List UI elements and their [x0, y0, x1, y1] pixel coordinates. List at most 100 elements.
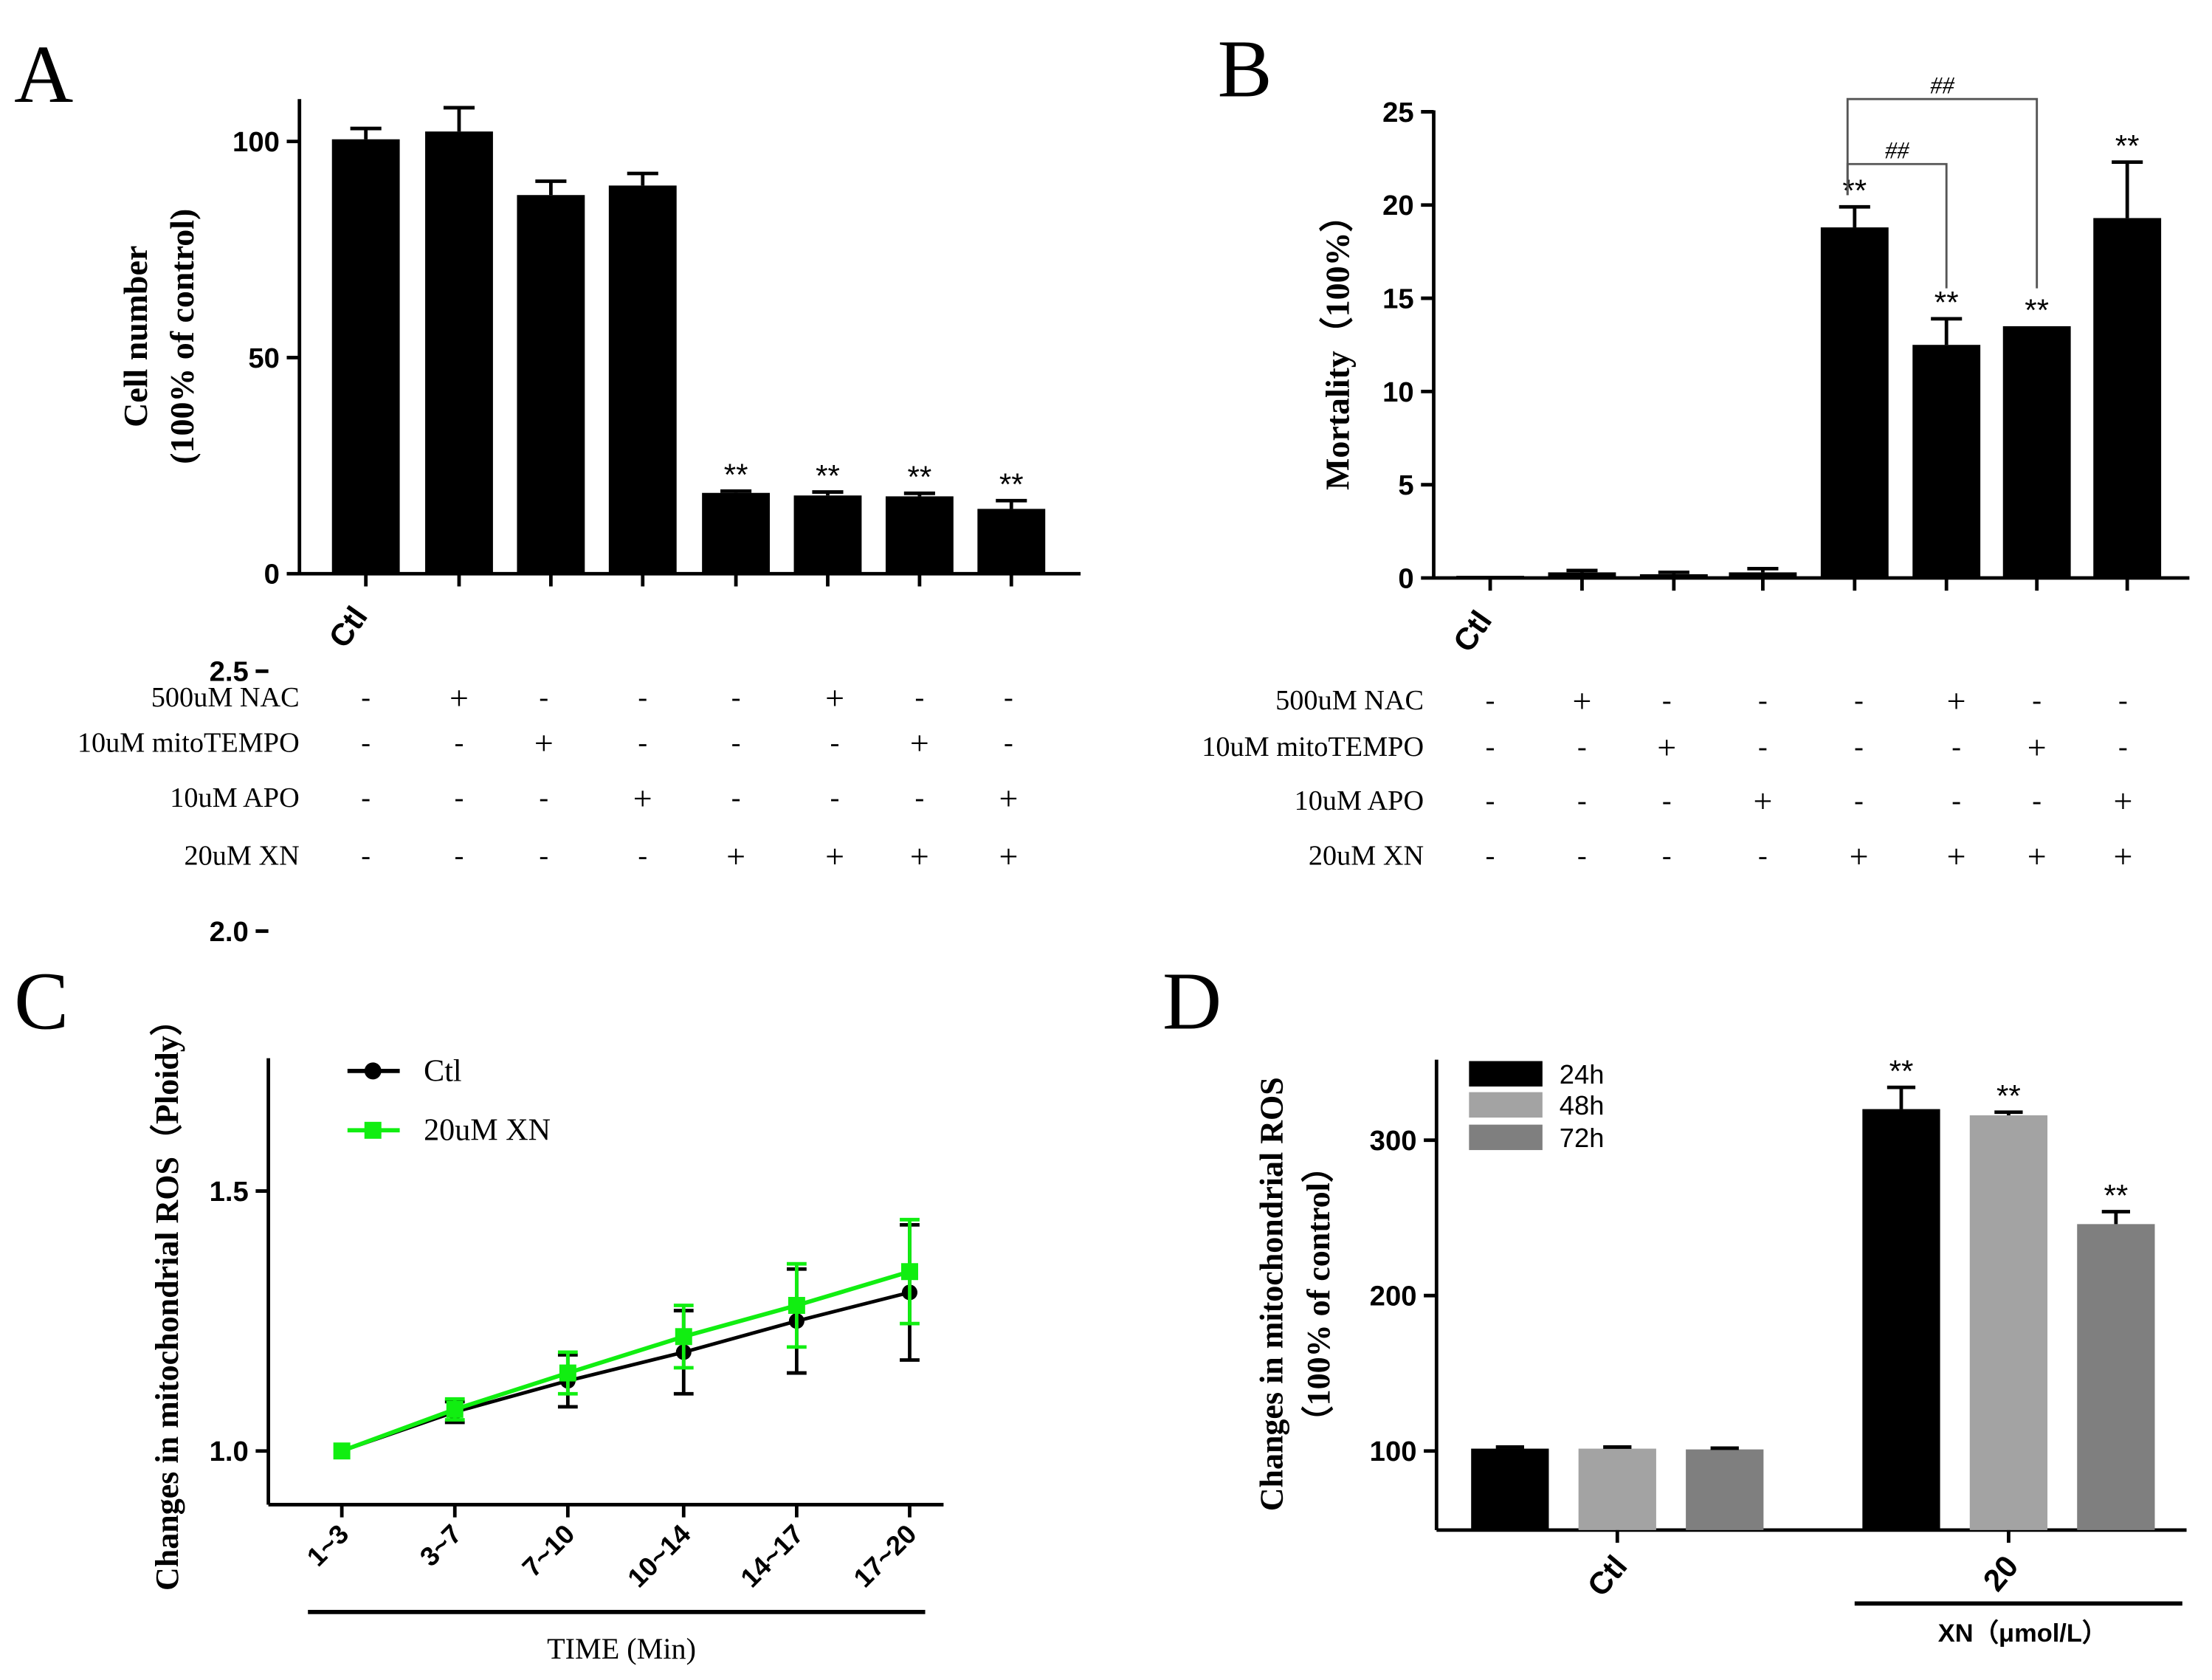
legend-marker	[364, 1062, 382, 1080]
treatment-minus: -	[638, 840, 647, 871]
treatment-plus: +	[1572, 682, 1591, 720]
bar	[1686, 1449, 1764, 1530]
y-axis-label: Mortality（100%）	[1319, 199, 1357, 490]
treatment-minus: -	[1662, 785, 1672, 816]
bar	[1471, 1448, 1549, 1530]
treatment-minus: -	[1577, 840, 1587, 871]
bar	[331, 139, 400, 574]
significance-stars: **	[2104, 1178, 2128, 1213]
y-tick-label: 200	[1370, 1281, 1417, 1312]
y-tick-label: 10	[1382, 376, 1414, 408]
bar	[1912, 345, 1981, 578]
treatment-plus: +	[2113, 782, 2132, 820]
data-point	[788, 1297, 805, 1315]
treatment-minus: -	[539, 682, 548, 713]
significance-stars: **	[907, 460, 931, 495]
significance-stars: **	[1842, 173, 1867, 208]
treatment-minus: -	[915, 782, 925, 813]
bar	[977, 509, 1046, 574]
x-axis-label: TIME (Min)	[547, 1632, 696, 1665]
treatment-minus: -	[1004, 727, 1013, 758]
bar	[1969, 1115, 2048, 1530]
bar	[2093, 218, 2162, 578]
panel-letter-a: A	[14, 30, 73, 120]
treatment-plus: +	[633, 779, 652, 817]
y-tick-label: 100	[1370, 1436, 1417, 1467]
treatment-plus: +	[2027, 837, 2047, 875]
y-axis-label-line2: (100% of control)	[163, 209, 201, 464]
y-tick-label: 15	[1382, 283, 1414, 314]
treatment-plus: +	[2027, 729, 2047, 766]
y-tick-label: 5	[1398, 469, 1413, 501]
panel-letter-d: D	[1162, 956, 1222, 1047]
treatment-minus: -	[2032, 685, 2042, 716]
treatment-row-label: 10uM mitoTEMPO	[77, 727, 300, 758]
y-tick-label: 100	[232, 126, 280, 158]
legend-swatch	[1469, 1061, 1543, 1087]
treatment-row-label: 10uM APO	[1295, 785, 1424, 816]
treatment-minus: -	[1486, 785, 1495, 816]
data-point	[333, 1442, 351, 1460]
y-tick-label: 1.5	[210, 1176, 249, 1208]
treatment-minus: -	[361, 682, 371, 713]
x-group-label: XN（μmol/L）	[1938, 1619, 2108, 1648]
significance-stars: **	[724, 458, 748, 492]
data-point	[446, 1400, 464, 1418]
y-axis-label-line2: （100% of control）	[1300, 1150, 1337, 1438]
treatment-minus: -	[638, 727, 647, 758]
data-point	[559, 1364, 576, 1382]
bar	[2077, 1224, 2155, 1530]
treatment-minus: -	[2118, 731, 2128, 762]
y-tick-label: 25	[1382, 97, 1414, 128]
data-point	[675, 1328, 692, 1346]
legend-label: 48h	[1560, 1090, 1605, 1120]
y-tick-label: 1.0	[210, 1436, 249, 1467]
treatment-plus: +	[534, 724, 554, 762]
treatment-minus: -	[1758, 731, 1768, 762]
bar	[608, 185, 677, 574]
significance-stars: **	[1889, 1053, 1914, 1088]
treatment-plus: +	[999, 837, 1018, 875]
bar	[793, 495, 862, 574]
treatment-row-label: 500uM NAC	[1275, 685, 1424, 716]
treatment-minus: -	[361, 727, 371, 758]
treatment-row-label: 10uM APO	[170, 782, 299, 813]
treatment-minus: -	[455, 782, 464, 813]
treatment-plus: +	[1947, 837, 1966, 875]
bar	[2002, 326, 2071, 578]
legend-marker	[364, 1121, 382, 1139]
y-tick-label: 0	[1398, 562, 1413, 594]
treatment-row-label: 500uM NAC	[151, 682, 300, 713]
bar	[517, 195, 585, 574]
treatment-minus: -	[539, 840, 548, 871]
series-line-1	[341, 1269, 911, 1453]
treatment-plus: +	[825, 679, 844, 717]
treatment-minus: -	[1486, 731, 1495, 762]
y-tick-label: 0	[264, 559, 280, 591]
panel-letter-b: B	[1218, 24, 1272, 114]
treatment-plus: +	[1947, 682, 1966, 720]
bar	[885, 496, 954, 574]
treatment-plus: +	[1657, 729, 1676, 766]
treatment-minus: -	[731, 682, 741, 713]
treatment-minus: -	[1758, 840, 1768, 871]
bar	[1820, 227, 1889, 578]
y-tick-label: 2.5	[210, 656, 249, 688]
y-axis-label: Changes in mitochondrial ROS（Ploidy）	[149, 1003, 185, 1591]
legend-swatch	[1469, 1092, 1543, 1118]
y-tick-label: 2.0	[210, 916, 249, 948]
treatment-minus: -	[361, 782, 371, 813]
treatment-minus: -	[915, 682, 925, 713]
treatment-plus: +	[910, 837, 929, 875]
significance-bracket	[1846, 97, 2039, 289]
treatment-minus: -	[638, 682, 647, 713]
bar	[1862, 1109, 1940, 1530]
bar	[702, 492, 771, 574]
bar	[1578, 1448, 1656, 1530]
treatment-minus: -	[1577, 785, 1587, 816]
treatment-minus: -	[731, 727, 741, 758]
data-point	[901, 1263, 918, 1281]
